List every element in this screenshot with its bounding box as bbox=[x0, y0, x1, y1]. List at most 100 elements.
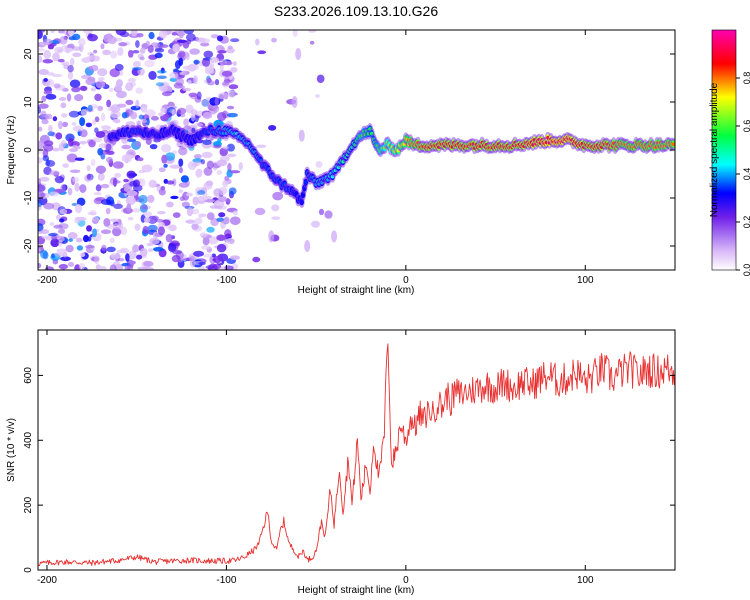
snr-y-axis-label: SNR (10 * v/v) bbox=[6, 418, 17, 482]
spectrogram-noise-blob bbox=[271, 216, 281, 220]
spectrogram-noise-blob bbox=[57, 120, 63, 130]
spectrogram-noise-blob bbox=[40, 229, 50, 235]
spectrogram-noise-blob bbox=[57, 228, 66, 234]
spectrogram-noise-blob bbox=[166, 201, 174, 208]
spectrogram-noise-blob bbox=[116, 103, 127, 108]
spectrogram-noise-blob bbox=[147, 224, 158, 233]
spectrogram-noise-blob bbox=[129, 180, 138, 187]
spectrogram-noise-blob bbox=[232, 210, 238, 216]
spectrogram-noise-blob bbox=[126, 203, 132, 213]
spectrogram-noise-blob bbox=[114, 83, 122, 92]
spectrogram-noise-blob bbox=[67, 64, 74, 73]
spectrogram-noise-blob bbox=[238, 162, 243, 171]
spectrogram-noise-blob bbox=[186, 207, 194, 217]
spectrogram-noise-blob bbox=[62, 163, 69, 168]
spectrogram-noise-blob bbox=[54, 175, 65, 184]
snr-y-tick-label: 600 bbox=[23, 367, 34, 384]
spectrogram-noise-blob bbox=[74, 182, 80, 192]
spectrogram-noise-blob bbox=[69, 57, 75, 66]
spectrogram-noise-blob bbox=[100, 112, 106, 122]
spectrogram-noise-blob bbox=[90, 87, 97, 92]
spectrogram-noise-blob bbox=[110, 252, 122, 260]
spectrogram-noise-blob bbox=[112, 223, 122, 230]
spectrogram-noise-blob bbox=[69, 169, 81, 173]
colorbar-tick-label: 0.4 bbox=[742, 168, 750, 181]
spectrogram-noise-blob bbox=[138, 194, 148, 204]
spectrogram-noise-blob bbox=[186, 192, 193, 197]
spectrogram-noise-blob bbox=[140, 118, 148, 124]
spectrogram-noise-blob bbox=[85, 245, 95, 249]
spectrogram-noise-blob bbox=[178, 189, 183, 194]
spectrogram-noise-blob bbox=[170, 195, 179, 200]
spectrogram-noise-blob bbox=[254, 207, 266, 216]
spectrogram-noise-blob bbox=[183, 30, 194, 35]
spectrogram-x-tick-label: -100 bbox=[216, 275, 236, 286]
spectrogram-noise-blob bbox=[113, 203, 123, 209]
spectrogram-noise-blob bbox=[71, 122, 77, 126]
spectrogram-noise-blob bbox=[43, 90, 53, 95]
spectrogram-x-axis-label: Height of straight line (km) bbox=[298, 285, 415, 296]
spectrogram-noise-blob bbox=[310, 220, 321, 228]
spectrogram-noise-blob bbox=[42, 38, 53, 45]
spectrogram-noise-blob bbox=[92, 228, 97, 238]
spectrogram-noise-blob bbox=[152, 247, 164, 252]
spectrogram-noise-blob bbox=[50, 30, 55, 34]
spectrogram-noise-blob bbox=[200, 42, 210, 47]
spectrogram-noise-blob bbox=[143, 260, 154, 267]
spectrogram-noise-blob bbox=[148, 31, 155, 40]
snr-y-tick-label: 0 bbox=[23, 567, 34, 573]
spectrogram-noise-blob bbox=[72, 52, 82, 58]
snr-series-line bbox=[38, 343, 675, 566]
spectrogram-noise-blob bbox=[110, 110, 121, 119]
colorbar-tick-label: 0.8 bbox=[742, 72, 750, 85]
spectrogram-noise-blob bbox=[92, 216, 100, 222]
colorbar: 0.0 0.2 0.4 0.6 0.8 Normalized spectral ampl… bbox=[709, 29, 750, 276]
spectrogram-noise-blob bbox=[50, 238, 60, 248]
spectrogram-noise-blob bbox=[114, 63, 124, 72]
spectrogram-noise-blob bbox=[87, 104, 93, 112]
spectrogram-noise-blob bbox=[227, 112, 238, 118]
spectrogram-noise-blob bbox=[207, 236, 219, 245]
spectrogram-noise-blob bbox=[115, 30, 127, 36]
spectrogram-noise-blob bbox=[93, 136, 103, 143]
spectrogram-noise-blob bbox=[52, 52, 60, 62]
spectrogram-noise-blob bbox=[154, 48, 165, 53]
spectrogram-noise-blob bbox=[51, 147, 60, 152]
spectrogram-noise-blob bbox=[229, 216, 241, 226]
spectrogram-noise-blob bbox=[193, 75, 198, 85]
spectrogram-noise-blob bbox=[178, 167, 183, 174]
spectrogram-noise-blob bbox=[55, 132, 63, 140]
spectrogram-noise-blob bbox=[295, 48, 302, 60]
spectrogram-noise-blob bbox=[100, 199, 112, 206]
spectrogram-noise-blob bbox=[193, 250, 205, 257]
spectrogram-noise-blob bbox=[309, 40, 315, 45]
spectrogram-noise-blob bbox=[142, 225, 149, 235]
spectrogram-noise-blob bbox=[182, 87, 192, 92]
spectrogram-noise-blob bbox=[139, 47, 146, 54]
spectrogram-noise-blob bbox=[226, 143, 236, 152]
spectrogram-noise-blob bbox=[210, 34, 220, 39]
spectrogram-noise-blob bbox=[146, 194, 155, 203]
spectrogram-noise-blob bbox=[271, 37, 277, 43]
spectrogram-x-ticks: -200 -100 0 100 bbox=[37, 30, 594, 286]
spectrogram-noise-blob bbox=[75, 237, 83, 243]
spectrogram-noise-blob bbox=[126, 190, 138, 197]
spectrogram-noise-blob bbox=[146, 242, 154, 247]
spectrogram-noise-blob bbox=[90, 158, 96, 167]
spectrogram-noise-blob bbox=[94, 93, 102, 102]
spectrogram-noise-blob bbox=[193, 154, 202, 159]
spectrogram-noise-blob bbox=[127, 264, 134, 270]
spectrogram-noise-blob bbox=[154, 52, 163, 59]
spectrogram-noise-blob bbox=[56, 248, 68, 253]
snr-x-tick-label: -200 bbox=[37, 575, 57, 586]
spectrogram-noise-blob bbox=[121, 144, 132, 150]
spectrogram-x-tick-label: 0 bbox=[403, 275, 409, 286]
spectrogram-noise-blob bbox=[74, 216, 81, 224]
spectrogram-noise-blob bbox=[88, 66, 93, 70]
spectrogram-noise-blob bbox=[43, 49, 52, 59]
spectrogram-noise-blob bbox=[76, 197, 86, 206]
spectrogram-noise-blob bbox=[48, 124, 53, 133]
spectrogram-noise-blob bbox=[132, 61, 142, 68]
spectrogram-noise-blob bbox=[209, 56, 220, 63]
